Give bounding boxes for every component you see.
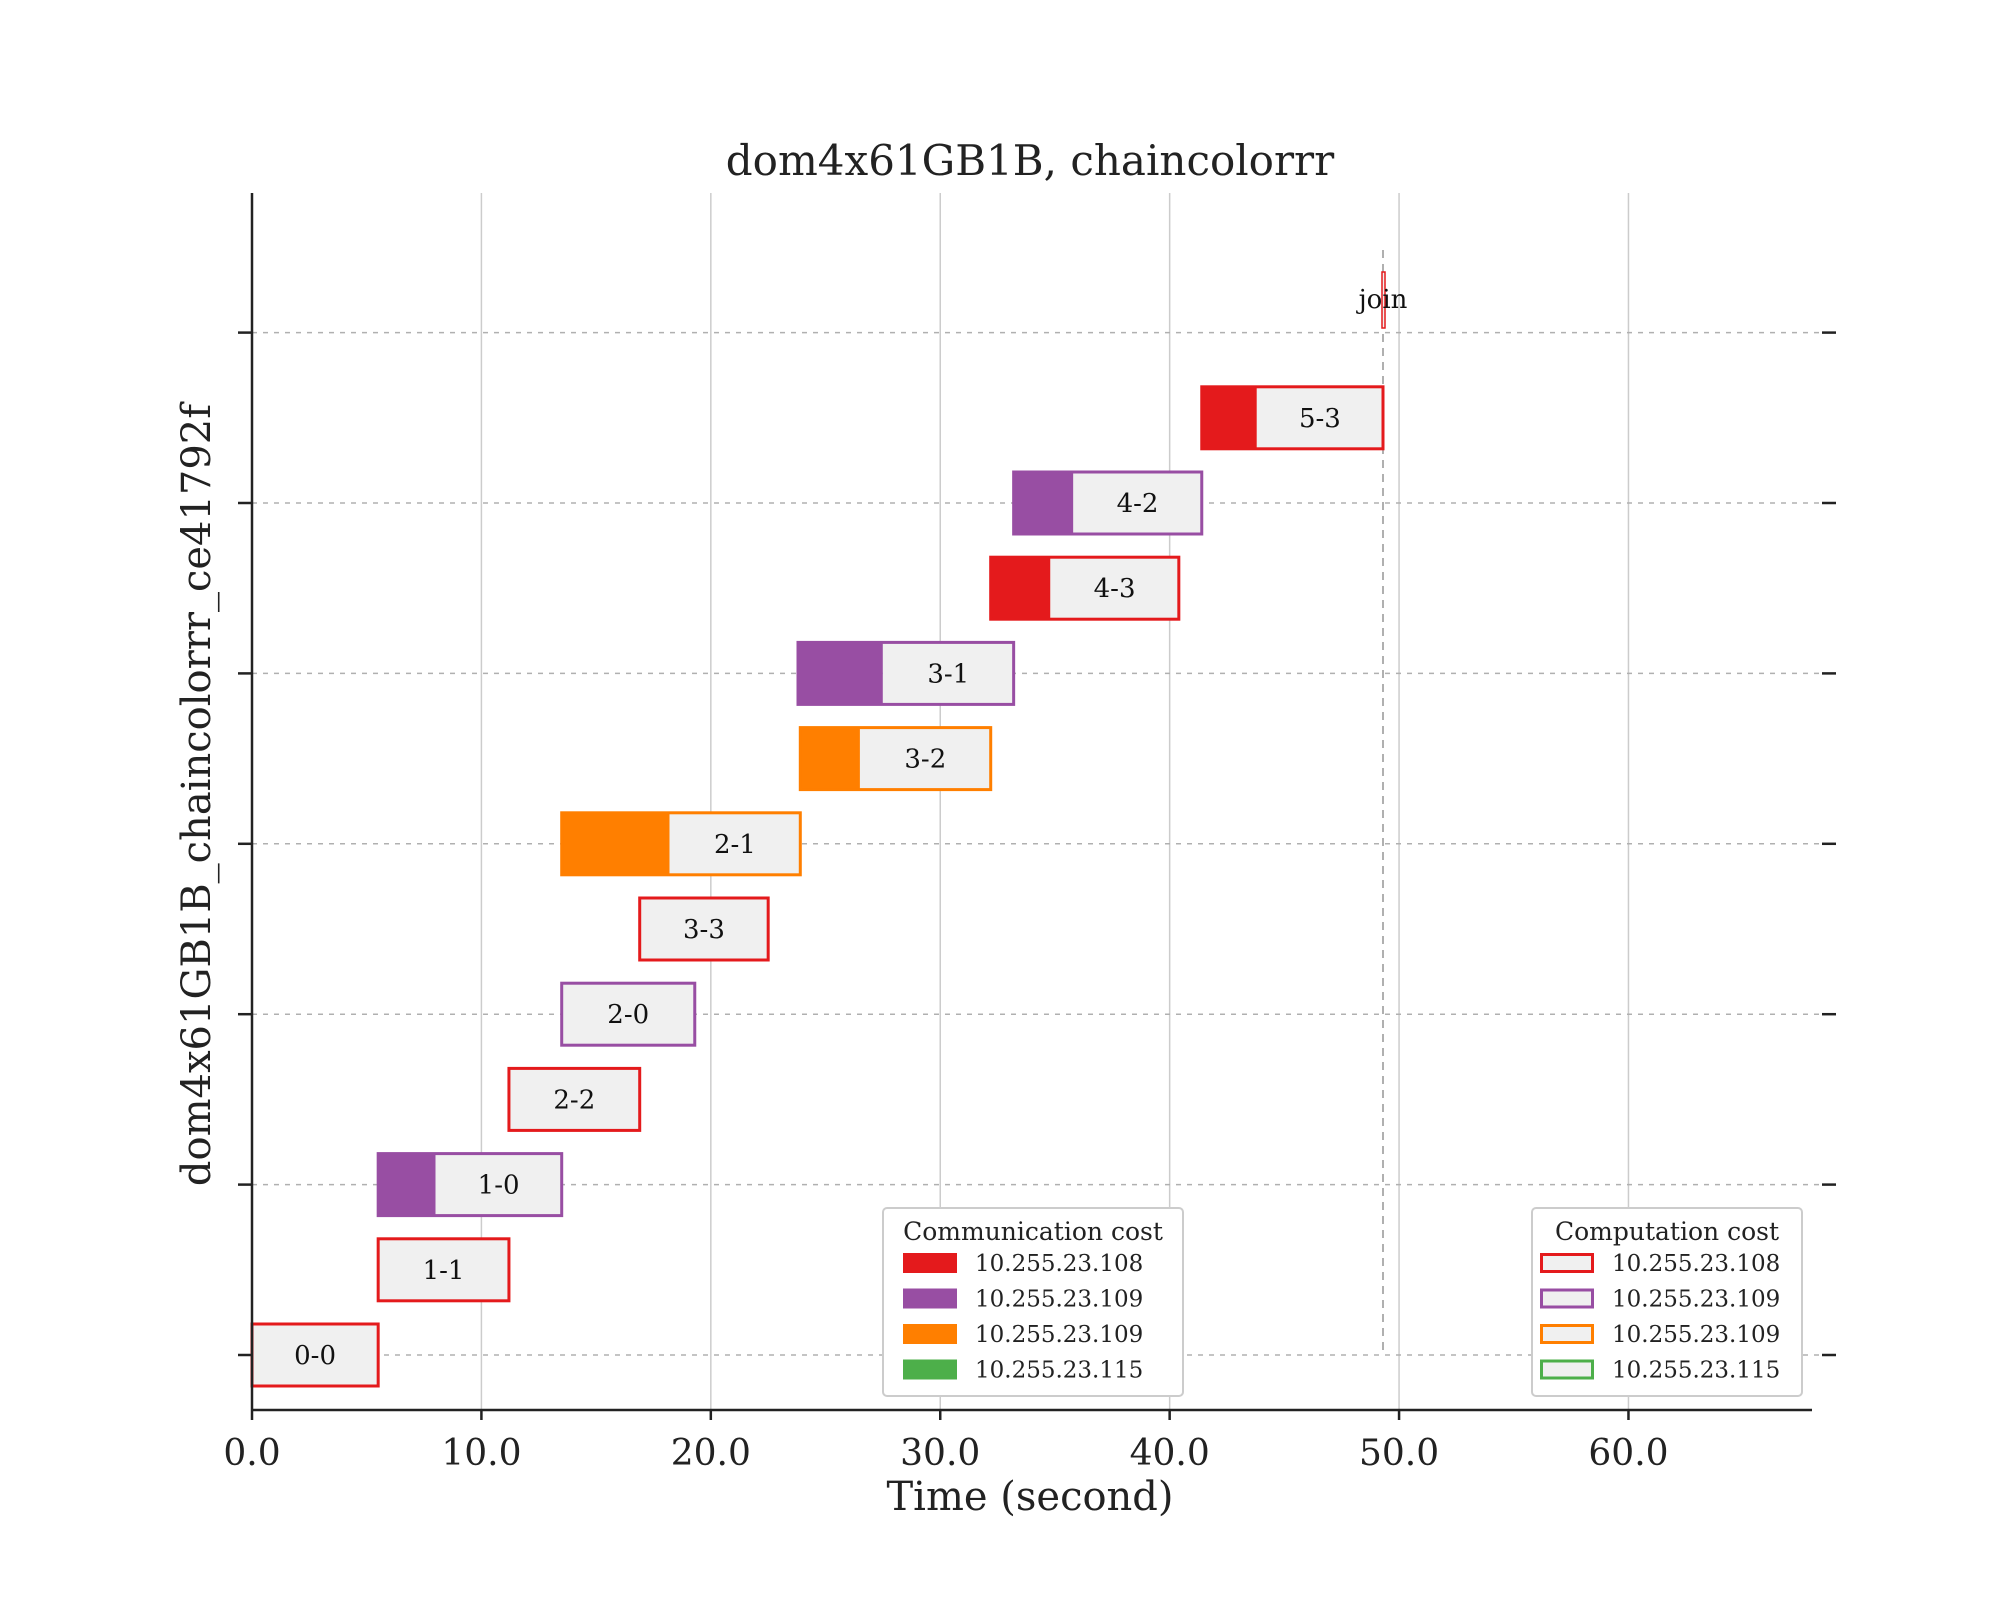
task-label: 5-3 [1299,404,1341,434]
task-label: 2-0 [607,1000,649,1030]
computation-segment [669,812,801,875]
task-bar: 4-2 [1012,470,1204,536]
task-outline [507,1066,642,1132]
communication-segment [800,727,860,790]
x-tick-label: 20.0 [671,1433,751,1474]
task-label: 0-0 [294,1341,336,1371]
computation-segment [1050,557,1179,620]
communication-segment [378,1153,436,1216]
task-bar: 0-0 [250,1322,380,1388]
task-label: 3-1 [927,659,969,689]
legend-frame [1531,1207,1803,1397]
task-outline [796,640,1016,706]
task-label: 4-2 [1117,489,1159,519]
x-tick-label: 0.0 [223,1433,280,1474]
computation-segment [508,1068,640,1131]
task-label: 2-1 [714,830,756,860]
computation-segment [378,1238,509,1301]
join-label: join [1356,285,1408,315]
x-tick-label: 10.0 [441,1433,521,1474]
task-outline [1012,470,1204,536]
computation-segment [639,898,769,960]
legend-title: Computation cost [1555,1217,1779,1246]
computation-segment [435,1153,562,1216]
communication-segment [1013,472,1074,534]
task-label: 3-2 [904,745,946,775]
legend-entry-label: 10.255.23.108 [975,1251,1143,1277]
task-outline [376,1152,564,1218]
legend-entry-label: 10.255.23.109 [1612,1287,1780,1313]
x-axis-label: Time (second) [886,1474,1173,1520]
communication-segment [990,557,1051,620]
task-label: 1-0 [478,1171,520,1201]
task-bar: 1-1 [376,1237,511,1303]
x-tick-label: 60.0 [1588,1433,1668,1474]
task-outline [376,1237,511,1303]
legend-swatch [1540,1288,1594,1309]
x-tick-label: 40.0 [1130,1433,1210,1474]
chart-title: dom4x61GB1B, chaincolorrr [726,136,1335,185]
computation-segment [882,642,1014,705]
task-outline [560,811,802,877]
y-axis-label: dom4x61GB1B_chaincolorrr_ce41792f [174,401,220,1186]
legend-entry-label: 10.255.23.109 [975,1287,1143,1313]
x-tick-label: 30.0 [900,1433,980,1474]
task-label: 3-3 [683,915,725,945]
legend-swatch [1540,1359,1594,1380]
communication-segment [561,812,670,875]
computation-segment [252,1324,379,1386]
legend-swatch [1540,1253,1594,1273]
legend-swatch [903,1253,957,1273]
legend-swatch [903,1359,957,1380]
legend-swatch [903,1288,957,1309]
task-bar: 3-1 [796,640,1016,706]
task-bar: 2-1 [560,811,802,877]
computation-segment [1256,386,1383,449]
bars-layer: join 0-0 1-1 1-0 2-2 2-0 3-3 2-1 3-2 3-1 4-3 4-2 5-3 [250,271,1408,1388]
x-tick-label: 50.0 [1359,1433,1439,1474]
task-outline [560,981,697,1047]
legend-swatch [903,1324,957,1344]
communication-segment [1201,386,1257,449]
computation-segment [859,727,991,790]
computation-segment [561,983,695,1046]
task-bar: 5-3 [1200,385,1385,451]
task-bar: 1-0 [376,1152,564,1218]
task-label: 4-3 [1094,574,1136,604]
task-bar: 3-3 [638,896,770,962]
legend-computation-cost: Computation cost 10.255.23.108 10.255.23.… [1531,1207,1803,1397]
task-outline [1200,385,1385,451]
task-bar: 2-0 [560,981,697,1047]
legend-entry-label: 10.255.23.109 [1612,1322,1780,1348]
legend-title: Communication cost [903,1217,1163,1246]
legend-communication-cost: Communication cost 10.255.23.108 10.255.2… [882,1207,1184,1397]
task-bar: 3-2 [798,726,993,792]
legend-swatch [1540,1324,1594,1344]
legend-entry-label: 10.255.23.108 [1612,1251,1780,1277]
task-outline [989,555,1181,621]
join-bar [1381,271,1386,329]
legend-frame [882,1207,1184,1397]
legend-entry-label: 10.255.23.115 [1612,1358,1780,1384]
axes-layer: 0.0 10.0 20.0 30.0 40.0 50.0 60.0 [223,193,1836,1474]
legend-entry-label: 10.255.23.109 [975,1322,1143,1348]
communication-segment [798,642,883,705]
task-label: 1-1 [423,1256,465,1286]
task-bar: 4-3 [989,555,1181,621]
computation-segment [1073,472,1202,534]
task-outline [798,726,993,792]
task-bar: 2-2 [507,1066,642,1132]
task-label: 2-2 [553,1085,595,1115]
task-outline [638,896,770,962]
legend-entry-label: 10.255.23.115 [975,1358,1143,1384]
